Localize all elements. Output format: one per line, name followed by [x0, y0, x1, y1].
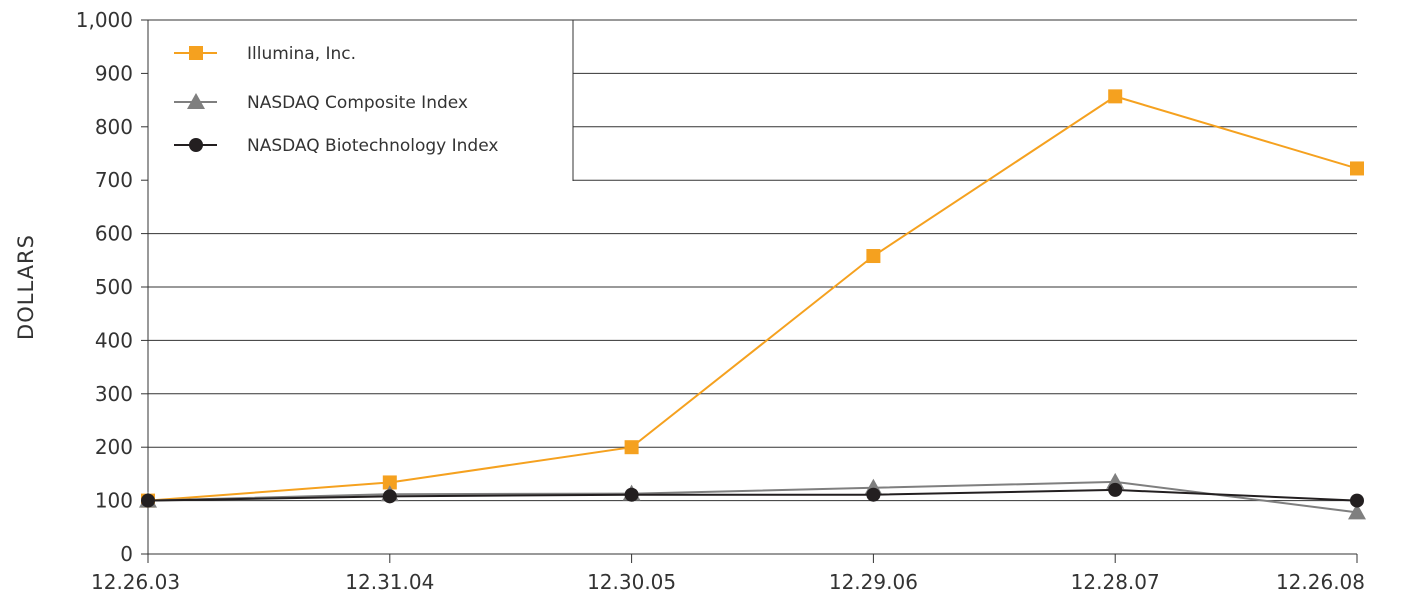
data-point	[1350, 493, 1364, 508]
data-point	[1108, 482, 1123, 497]
y-tick-label: 1,000	[76, 8, 133, 32]
data-point	[1348, 503, 1366, 520]
y-tick-label: 400	[95, 328, 133, 352]
legend-label: Illumina, Inc.	[247, 44, 356, 64]
data-point	[382, 489, 397, 504]
axes	[141, 19, 1358, 563]
legend-label: NASDAQ Composite Index	[247, 93, 468, 113]
legend-label: NASDAQ Biotechnology Index	[247, 136, 498, 156]
y-tick-label: 0	[120, 542, 133, 566]
legend: Illumina, Inc. NASDAQ Composite Index NASD…	[174, 20, 574, 181]
legend-entry: NASDAQ Composite Index	[174, 93, 468, 113]
y-tick-labels: 0 100 200 300 400 500 600 700 800 900 1,000	[76, 8, 133, 566]
data-point	[1350, 161, 1364, 176]
x-tick-label: 12.31.04	[345, 570, 434, 594]
grid-lines	[148, 19, 1357, 502]
data-point	[624, 440, 639, 455]
legend-entry: NASDAQ Biotechnology Index	[174, 136, 498, 156]
series-line	[147, 480, 1358, 514]
data-point	[624, 487, 639, 502]
data-point	[141, 493, 155, 508]
y-tick-label: 700	[95, 168, 133, 192]
data-point	[866, 249, 881, 264]
legend-marker	[187, 93, 205, 109]
series-line	[147, 488, 1358, 502]
y-tick-label: 200	[95, 435, 133, 459]
y-axis-label: DOLLARS	[14, 234, 38, 340]
series-1	[139, 472, 1366, 520]
x-tick-label: 12.26.08	[1276, 570, 1365, 594]
series-2	[141, 482, 1364, 508]
y-tick-label: 500	[95, 275, 133, 299]
series-line	[147, 95, 1358, 502]
y-tick-label: 800	[95, 115, 133, 139]
y-tick-label: 300	[95, 382, 133, 406]
x-tick-label: 12.28.07	[1071, 570, 1160, 594]
y-tick-label: 100	[95, 489, 133, 513]
series-group	[139, 89, 1366, 520]
x-tick-label: 12.26.03	[91, 570, 180, 594]
y-tick-label: 600	[95, 222, 133, 246]
data-point	[382, 475, 397, 490]
legend-marker	[189, 138, 203, 152]
y-tick-label: 900	[95, 61, 133, 85]
legend-entry: Illumina, Inc.	[174, 44, 356, 64]
x-tick-labels: 12.26.03 12.31.04 12.30.05 12.29.06 12.28.07…	[91, 570, 1365, 594]
data-point	[1108, 89, 1123, 104]
data-point	[866, 487, 881, 502]
legend-marker	[189, 46, 203, 60]
x-tick-label: 12.30.05	[587, 570, 676, 594]
x-tick-label: 12.29.06	[829, 570, 918, 594]
